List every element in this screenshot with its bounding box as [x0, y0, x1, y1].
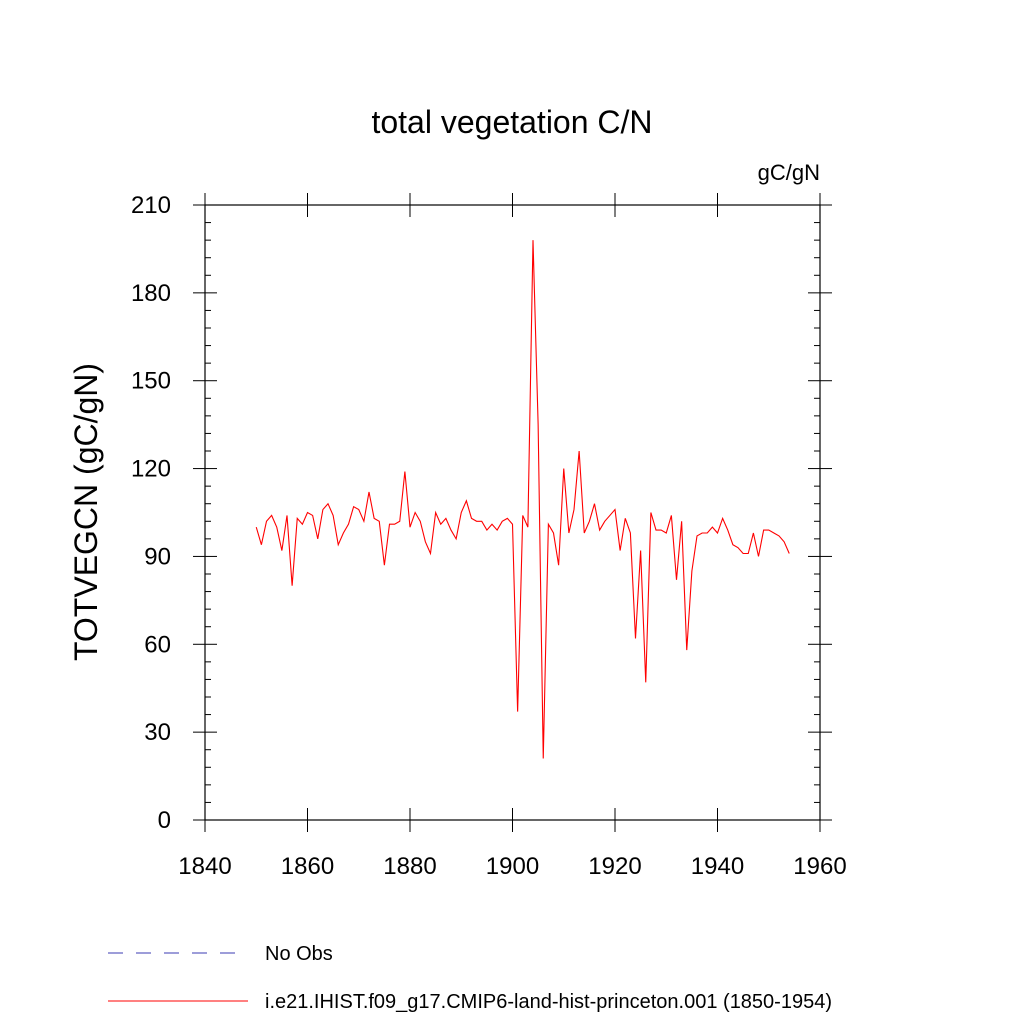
- legend-label-1: i.e21.IHIST.f09_g17.CMIP6-land-hist-prin…: [265, 991, 832, 1013]
- x-tick-label: 1840: [178, 853, 231, 880]
- y-tick-label: 180: [131, 280, 171, 307]
- y-axis-label: TOTVEGCN (gC/gN): [68, 363, 104, 661]
- tick-labels: 0 30 60 90 120 150 180 210 1840 1860 1880 1900 1920 1…: [131, 192, 847, 880]
- y-tick-label: 120: [131, 456, 171, 483]
- series-line-1: [255, 240, 790, 759]
- y-tick-label: 60: [144, 631, 171, 658]
- x-tick-label: 1860: [281, 853, 334, 880]
- x-tick-label: 1960: [793, 853, 846, 880]
- y-tick-label: 90: [144, 543, 171, 570]
- y-tick-label: 0: [158, 807, 171, 834]
- units-label: gC/gN: [758, 160, 820, 185]
- x-tick-label: 1940: [691, 853, 744, 880]
- x-tick-label: 1920: [588, 853, 641, 880]
- y-tick-label: 30: [144, 719, 171, 746]
- y-tick-label: 210: [131, 192, 171, 219]
- legend-label-0: No Obs: [265, 943, 333, 965]
- legend: No Obs i.e21.IHIST.f09_g17.CMIP6-land-his…: [108, 943, 832, 1013]
- y-tick-label: 150: [131, 368, 171, 395]
- x-tick-label: 1880: [383, 853, 436, 880]
- plot-frame: [204, 204, 821, 821]
- x-tick-label: 1900: [486, 853, 539, 880]
- chart-title: total vegetation C/N: [371, 104, 652, 140]
- axis-ticks: [193, 193, 832, 832]
- series-group: [255, 240, 790, 759]
